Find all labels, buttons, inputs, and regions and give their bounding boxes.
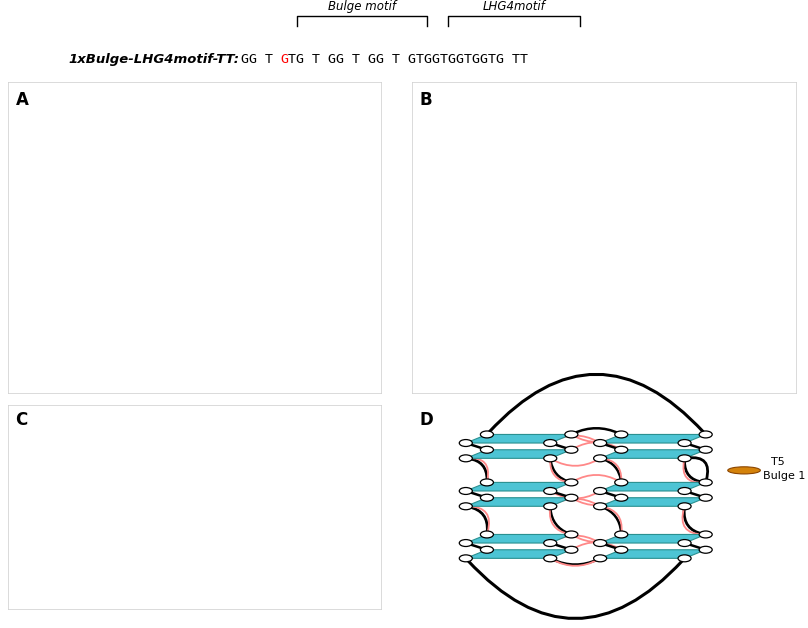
Circle shape (544, 503, 557, 510)
Circle shape (459, 440, 473, 447)
Text: A: A (15, 91, 28, 109)
Circle shape (699, 447, 712, 453)
Circle shape (565, 531, 578, 538)
Circle shape (565, 479, 578, 486)
Circle shape (699, 479, 712, 486)
Text: Bulge 1: Bulge 1 (764, 472, 806, 482)
Circle shape (481, 479, 494, 486)
Polygon shape (600, 498, 705, 506)
Circle shape (615, 447, 628, 453)
Circle shape (594, 555, 607, 562)
Text: C: C (15, 411, 27, 429)
Circle shape (699, 431, 712, 438)
Circle shape (481, 531, 494, 538)
Circle shape (481, 546, 494, 553)
Circle shape (615, 479, 628, 486)
Polygon shape (600, 534, 705, 543)
Polygon shape (465, 550, 571, 558)
Circle shape (459, 555, 473, 562)
Text: T5: T5 (771, 457, 785, 467)
Polygon shape (465, 450, 571, 458)
Circle shape (594, 440, 607, 447)
Circle shape (544, 555, 557, 562)
Circle shape (594, 487, 607, 494)
Text: 1xBulge-LHG4motif-TT:: 1xBulge-LHG4motif-TT: (69, 53, 240, 66)
Polygon shape (600, 450, 705, 458)
Circle shape (594, 539, 607, 546)
Circle shape (459, 455, 473, 462)
Polygon shape (465, 435, 571, 443)
Circle shape (678, 555, 691, 562)
Text: LHG4motif: LHG4motif (483, 0, 545, 13)
Text: D: D (420, 411, 434, 429)
Circle shape (544, 455, 557, 462)
Polygon shape (600, 550, 705, 558)
Circle shape (481, 431, 494, 438)
Circle shape (615, 546, 628, 553)
Polygon shape (600, 435, 705, 443)
Circle shape (544, 487, 557, 494)
Polygon shape (465, 482, 571, 491)
Circle shape (459, 539, 473, 546)
Ellipse shape (728, 467, 760, 474)
Circle shape (615, 431, 628, 438)
Text: B: B (420, 91, 432, 109)
Circle shape (459, 487, 473, 494)
Circle shape (678, 440, 691, 447)
Circle shape (565, 431, 578, 438)
Circle shape (678, 487, 691, 494)
Circle shape (594, 455, 607, 462)
Polygon shape (465, 534, 571, 543)
Circle shape (565, 546, 578, 553)
Circle shape (699, 546, 712, 553)
Circle shape (459, 503, 473, 510)
Circle shape (678, 455, 691, 462)
Circle shape (615, 531, 628, 538)
Circle shape (481, 494, 494, 501)
Circle shape (544, 440, 557, 447)
Circle shape (699, 531, 712, 538)
Polygon shape (465, 498, 571, 506)
Text: GG T: GG T (241, 53, 281, 66)
Circle shape (678, 503, 691, 510)
Circle shape (544, 539, 557, 546)
Text: TG T GG T GG T GTGGTGGTGGTG TT: TG T GG T GG T GTGGTGGTGGTG TT (288, 53, 528, 66)
Text: G: G (280, 53, 288, 66)
Circle shape (565, 494, 578, 501)
Circle shape (481, 447, 494, 453)
Circle shape (594, 503, 607, 510)
Polygon shape (600, 482, 705, 491)
Circle shape (699, 494, 712, 501)
Circle shape (565, 447, 578, 453)
Text: Bulge motif: Bulge motif (328, 0, 396, 13)
Circle shape (615, 494, 628, 501)
Circle shape (678, 539, 691, 546)
